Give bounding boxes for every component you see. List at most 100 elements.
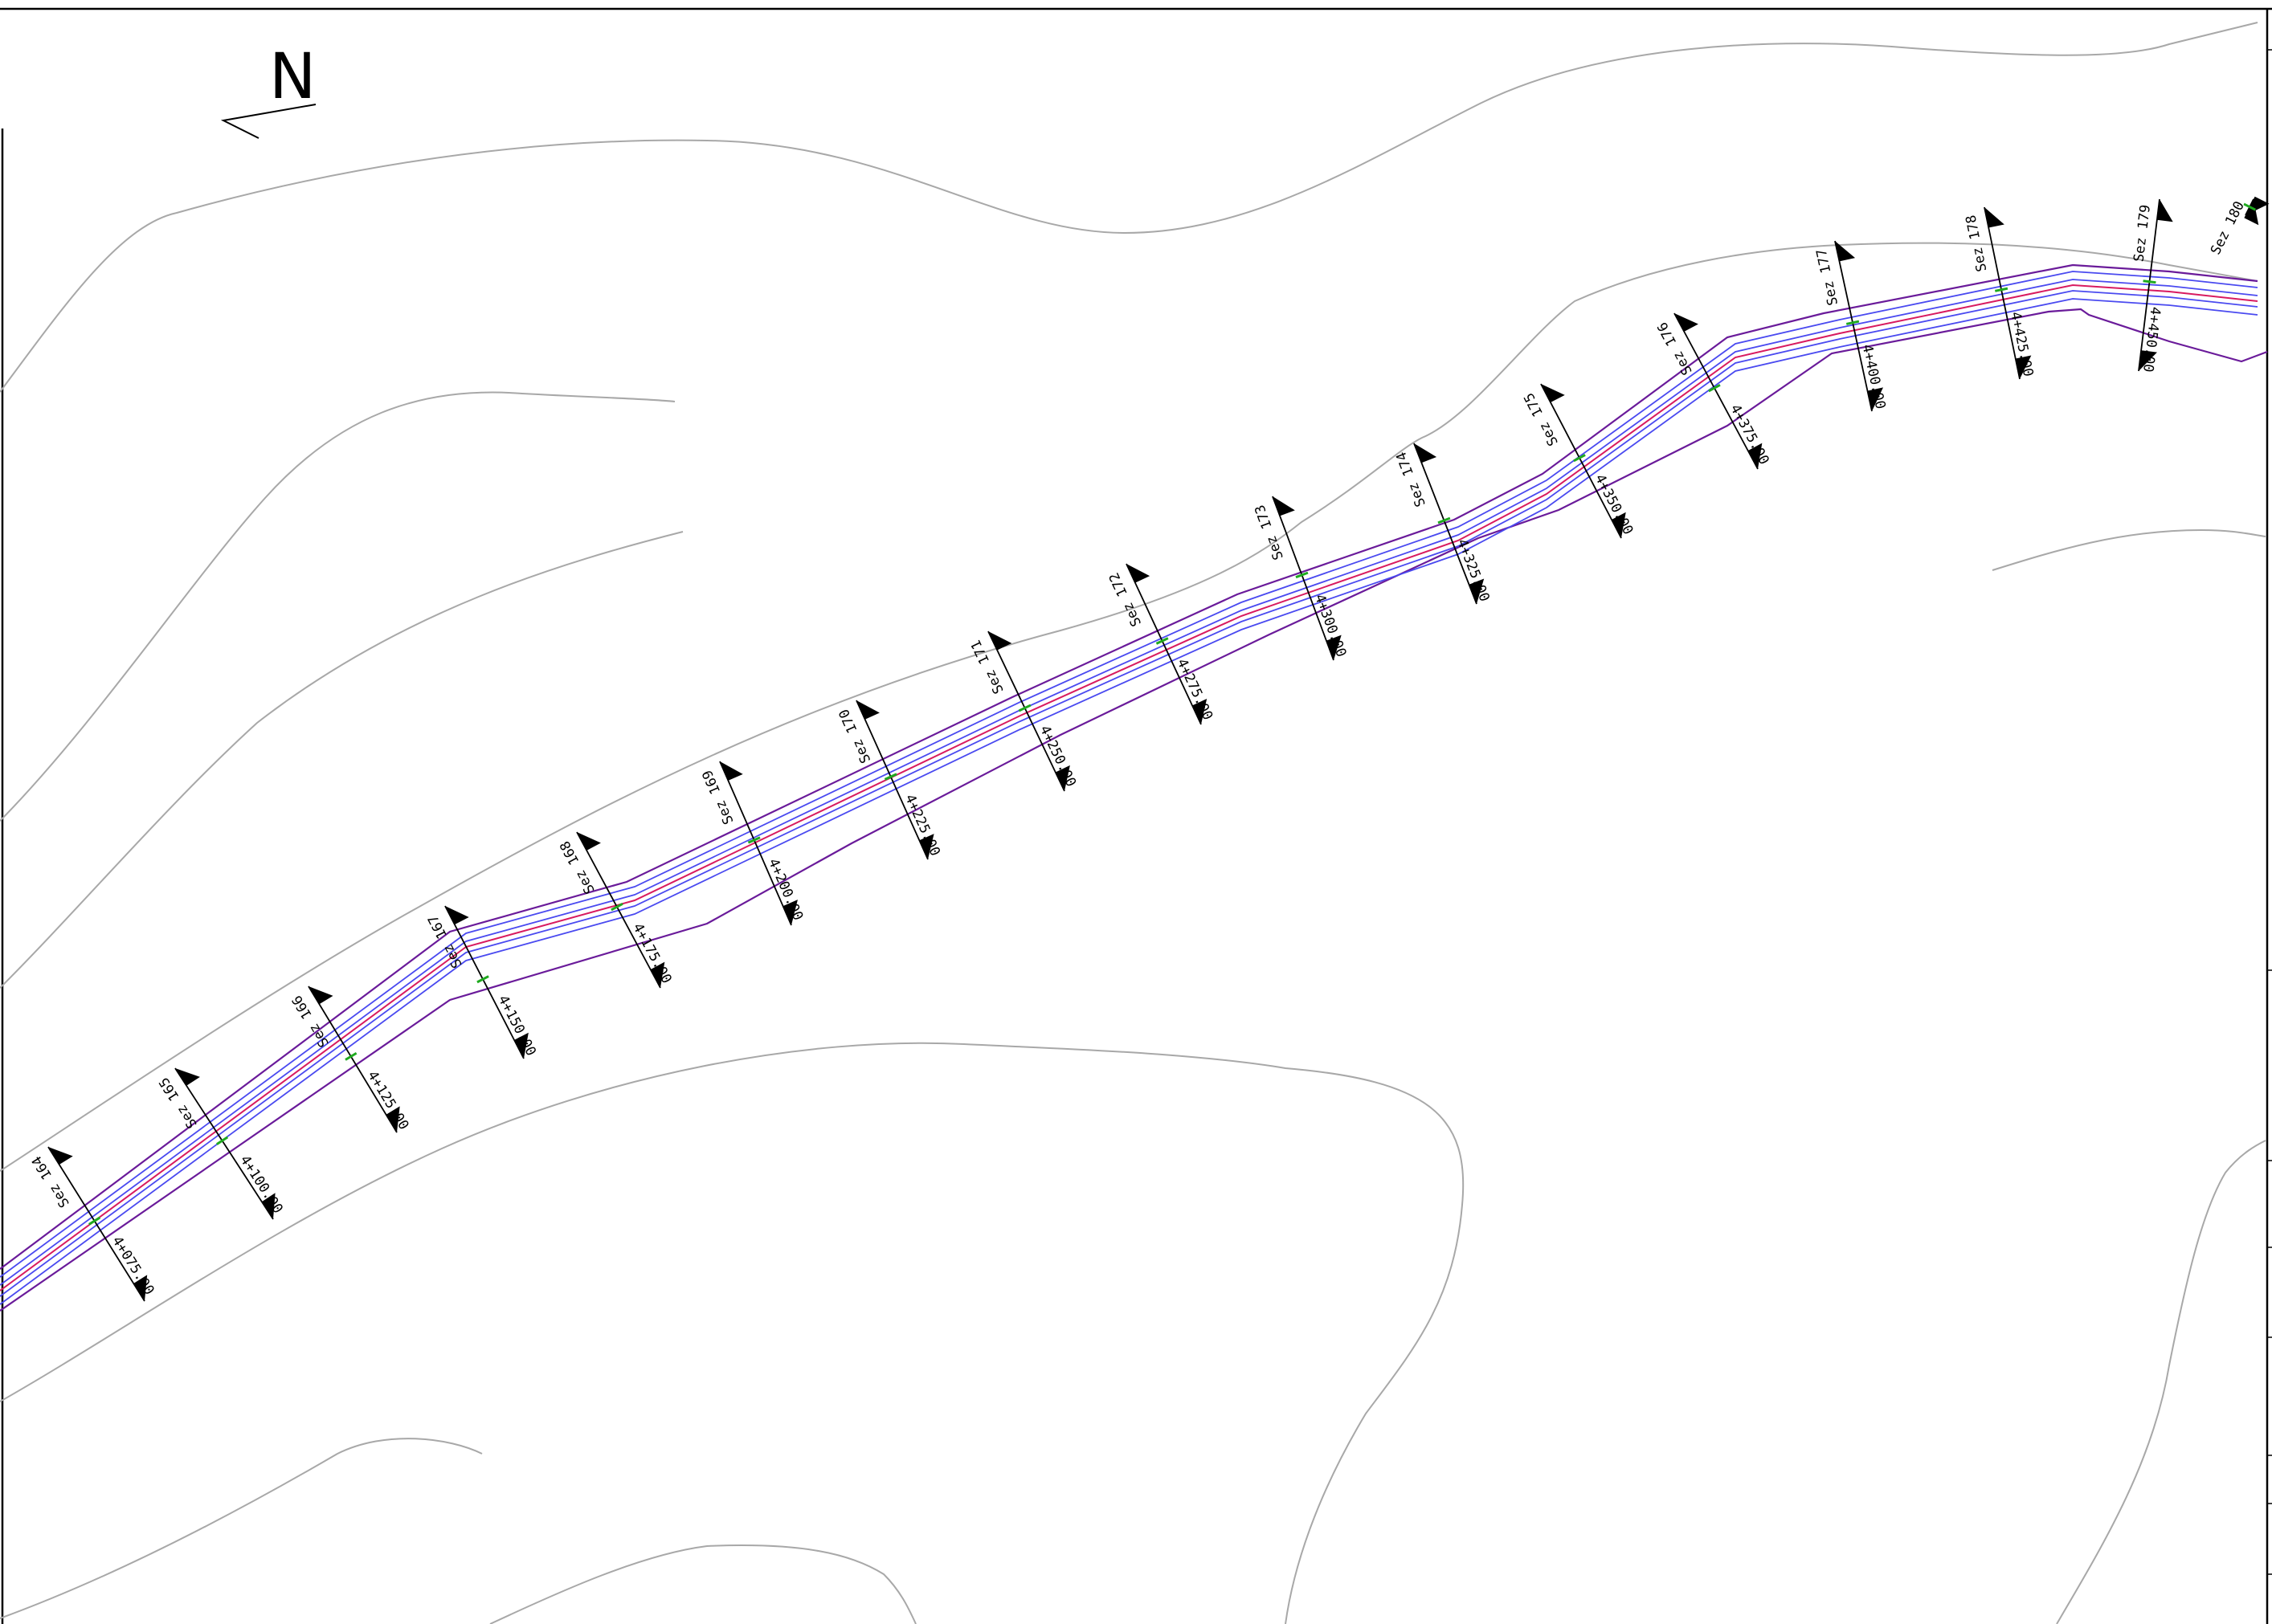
section-arrow-start-icon <box>1984 207 2004 228</box>
contour-line <box>0 242 2258 1172</box>
section-arrow-start-icon <box>309 986 333 1005</box>
section-chainage-label: 4+400.00 <box>1858 343 1888 410</box>
section-arrow-start-icon <box>1835 241 1856 262</box>
centerline-tick <box>216 1136 229 1145</box>
section-arrow-start-icon <box>1414 443 1437 463</box>
road-edge-north <box>0 263 2258 1270</box>
section-arrow-end-icon <box>650 961 665 988</box>
section-arrow-start-icon <box>720 761 743 781</box>
section-chainage-label: 4+125.00 <box>364 1068 411 1132</box>
section-name-label: Sez 177 <box>1813 247 1841 307</box>
section-chainage-label: 4+425.00 <box>2007 310 2036 377</box>
lane-line <box>0 290 2258 1297</box>
section-line <box>1834 240 1873 412</box>
contour-line <box>0 531 684 989</box>
section-chainage-label: 4+375.00 <box>1726 402 1771 467</box>
section-line <box>2138 198 2160 372</box>
lane-line <box>0 271 2258 1278</box>
north-arrow-icon <box>220 104 317 139</box>
centerline-tick <box>1437 516 1451 524</box>
road-edge-south <box>0 308 2268 1312</box>
section-line <box>47 1146 145 1302</box>
section-arrow-end-icon <box>919 834 934 859</box>
section-line <box>444 905 525 1059</box>
section-chainage-label: 4+175.00 <box>629 920 674 986</box>
centerline-tick <box>2143 280 2156 284</box>
centerline-tick <box>2243 202 2257 211</box>
section-arrow-start-icon <box>1126 564 1150 583</box>
centerline-tick <box>1155 637 1169 645</box>
section-arrow-start-icon <box>48 1147 73 1165</box>
centerline-tick <box>88 1216 101 1226</box>
section-arrow-end-icon <box>1867 387 1884 411</box>
section-arrow-end-icon <box>2139 350 2157 371</box>
section-arrow-end-icon <box>1747 443 1763 469</box>
section-arrow-start-icon <box>988 631 1012 651</box>
section-line <box>1984 206 2021 380</box>
section-arrow-end-icon <box>1469 578 1485 604</box>
centerline-tick <box>1845 320 1860 325</box>
road-alignment <box>0 263 2268 1312</box>
section-arrow-end-icon <box>1611 512 1626 538</box>
section-line <box>1413 443 1477 605</box>
section-arrow-start-icon <box>445 906 469 925</box>
north-arrow: N <box>220 41 317 139</box>
centerline-tick <box>884 773 897 781</box>
section-arrow-start-icon <box>1674 313 1698 332</box>
centerline-tick <box>1708 384 1721 393</box>
section-arrow-end-icon <box>1326 635 1342 660</box>
section-chainage-label: 4+275.00 <box>1174 656 1216 723</box>
section-arrow-end-icon <box>1055 765 1070 791</box>
section-arrow-end-icon <box>783 900 798 925</box>
section-arrow-end-icon <box>1192 698 1208 724</box>
section-arrow-start-icon <box>2156 199 2173 222</box>
section-line <box>1272 496 1334 661</box>
section-arrow-start-icon <box>175 1068 200 1086</box>
contour-line <box>1992 528 2266 571</box>
section-arrow-end-icon <box>514 1032 529 1059</box>
section-name-label: Sez 180 <box>2208 199 2248 258</box>
section-name-label: Sez 165 <box>156 1074 201 1131</box>
section-line <box>1540 383 1622 539</box>
section-line <box>576 831 661 989</box>
section-line <box>856 700 929 860</box>
lane-line <box>0 279 2258 1286</box>
section-arrow-end-icon <box>2245 196 2270 215</box>
centerline-tick <box>611 903 623 912</box>
section-180: Sez 180 <box>2208 196 2270 258</box>
section-chainage-label: 4+150.00 <box>495 993 539 1059</box>
centerline-tick <box>747 836 761 844</box>
section-chainage-label: 4+075.00 <box>108 1234 157 1298</box>
section-chainage-label: 4+250.00 <box>1036 723 1079 790</box>
drawing-frame <box>0 7 2272 1624</box>
section-166: Sez 166 4+125.00 <box>289 985 412 1133</box>
section-name-label: Sez 179 <box>2131 204 2153 263</box>
section-arrow-end-icon <box>133 1275 148 1301</box>
section-line <box>987 630 1065 792</box>
centerline-tick <box>1295 571 1309 579</box>
section-arrow-start-icon <box>1273 496 1295 516</box>
centerline-tick <box>1018 704 1032 712</box>
section-arrow-end-icon <box>2015 355 2032 379</box>
centerline-tick <box>1994 287 2008 292</box>
centerline-tick <box>345 1051 358 1061</box>
north-label: N <box>269 41 316 113</box>
section-line <box>174 1067 274 1220</box>
section-line <box>719 761 792 926</box>
section-chainage-label: 4+100.00 <box>236 1153 285 1217</box>
section-arrow-end-icon <box>261 1193 276 1219</box>
section-165: Sez 165 4+100.00 <box>156 1067 286 1220</box>
section-arrow-end-icon <box>386 1106 400 1132</box>
contour-line <box>0 391 676 822</box>
section-arrow-start-icon <box>577 832 601 851</box>
section-arrow-start-icon <box>1541 384 1565 403</box>
contour-line <box>0 22 2258 393</box>
road-centerline <box>0 284 2258 1291</box>
section-name-label: Sez 166 <box>289 992 333 1050</box>
terrain-contours <box>0 22 2266 1624</box>
